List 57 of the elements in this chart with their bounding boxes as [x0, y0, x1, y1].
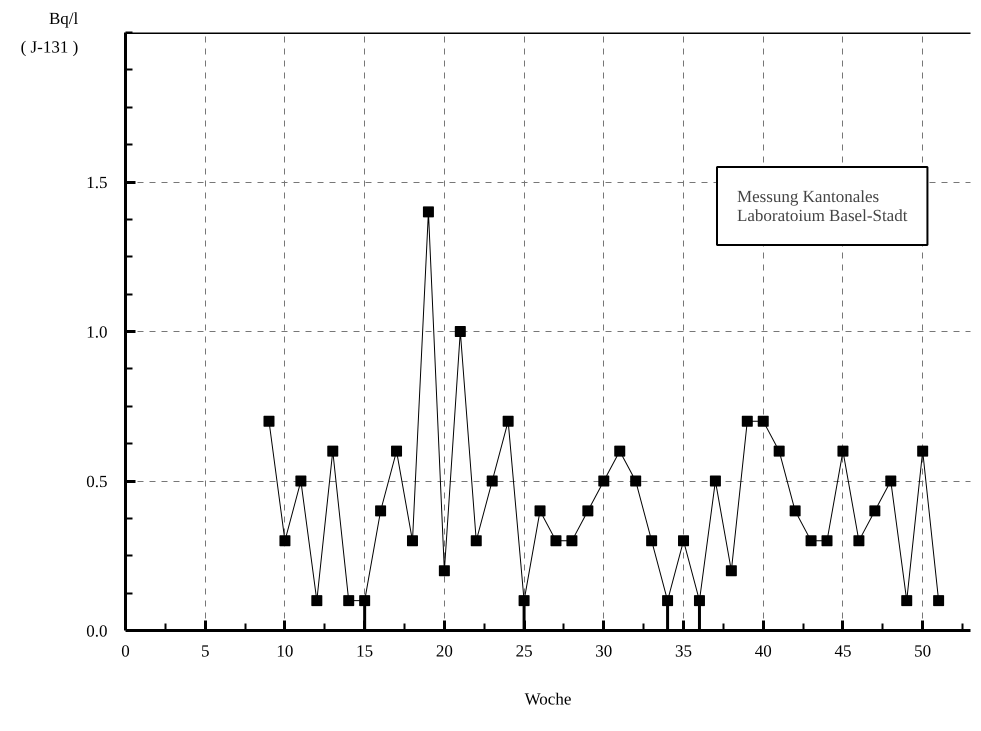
x-tick-label: 50	[914, 642, 932, 660]
x-tick-label: 40	[754, 642, 772, 660]
point	[885, 476, 896, 486]
point	[470, 535, 482, 546]
point	[917, 446, 928, 457]
point	[853, 535, 864, 546]
point	[406, 535, 418, 546]
point	[758, 416, 769, 427]
point	[837, 446, 848, 457]
point	[263, 416, 274, 427]
point	[742, 416, 753, 427]
point	[343, 595, 354, 606]
point	[582, 505, 594, 516]
point	[566, 535, 578, 546]
point	[422, 206, 434, 218]
point	[822, 535, 833, 546]
x-tick-label: 45	[834, 642, 852, 660]
point	[774, 446, 785, 457]
point	[486, 476, 498, 486]
x-tick-label: 5	[200, 642, 210, 660]
x-tick-label: 0	[121, 642, 130, 660]
point	[614, 446, 626, 457]
x-tick-label: 10	[276, 642, 294, 660]
point	[391, 446, 402, 457]
point	[598, 476, 610, 486]
y-tick-label: 0.5	[86, 472, 108, 491]
y-tick-label: 1.5	[86, 173, 108, 192]
point	[933, 595, 944, 606]
point	[869, 505, 880, 516]
annotation: Messung Kantonales Laboratoium Basel-Stadt	[737, 187, 908, 226]
point	[534, 505, 546, 516]
x-tick-label: 35	[675, 642, 692, 660]
point	[790, 505, 801, 516]
point	[901, 595, 912, 606]
point	[375, 505, 386, 516]
y-tick-label: 1.0	[86, 322, 108, 342]
point	[279, 535, 290, 546]
point	[710, 476, 721, 486]
point	[295, 476, 306, 486]
point	[678, 535, 690, 546]
point	[806, 535, 817, 546]
point	[454, 326, 466, 337]
point	[311, 595, 322, 606]
point	[327, 446, 338, 457]
x-tick-label: 15	[356, 642, 374, 660]
point	[726, 565, 737, 576]
x-tick-label: 25	[516, 642, 533, 660]
y-tick-label: 0.0	[86, 622, 108, 640]
point	[550, 535, 562, 546]
y-axis-title: Bq/l ( J-131 )	[20, 8, 79, 56]
x-tick-label: 30	[595, 642, 612, 660]
x-tick-label: 20	[436, 642, 453, 660]
point	[502, 416, 514, 427]
x-axis-title: Woche	[524, 690, 572, 708]
point	[438, 565, 450, 576]
point	[630, 476, 642, 486]
point	[646, 535, 658, 546]
